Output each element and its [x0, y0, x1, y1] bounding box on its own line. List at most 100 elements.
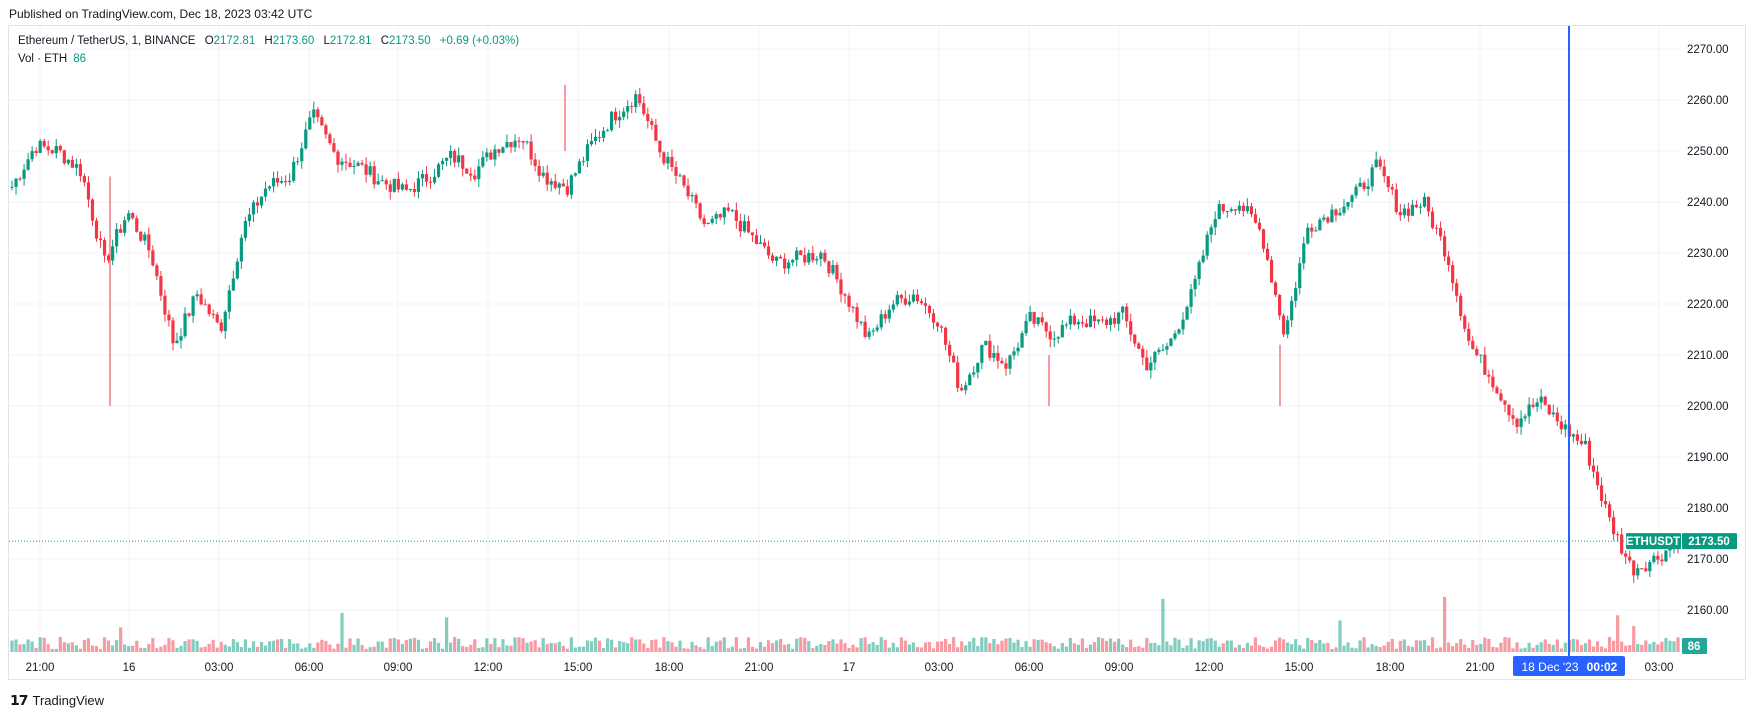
- volume-bar: [1374, 645, 1378, 652]
- volume-bar: [207, 643, 211, 652]
- candle-body: [1253, 214, 1258, 223]
- candle-body: [1004, 363, 1008, 369]
- candle-body: [835, 265, 839, 280]
- candle-body: [1551, 412, 1555, 415]
- volume-bar: [1326, 642, 1330, 652]
- candle-body: [1595, 471, 1600, 486]
- volume-bar: [34, 647, 38, 652]
- candle-body: [1060, 324, 1064, 338]
- volume-bar: [171, 640, 175, 652]
- volume-bar: [1193, 648, 1197, 652]
- volume-bar: [271, 640, 276, 652]
- volume-bar: [1261, 646, 1266, 652]
- volume-bar: [847, 647, 851, 652]
- candle-body: [770, 255, 775, 261]
- candle-body: [155, 265, 159, 277]
- candle-body: [275, 178, 280, 183]
- volume-bar: [541, 638, 545, 652]
- candle-body: [151, 250, 155, 266]
- close-value: C2173.50: [380, 35, 431, 47]
- candle-body: [553, 181, 557, 188]
- volume-bar: [1660, 641, 1664, 652]
- crosshair-date: 18 Dec '23: [1522, 660, 1579, 674]
- candle-body: [1217, 204, 1221, 219]
- candle-body: [871, 330, 875, 332]
- candle-body: [1310, 227, 1314, 232]
- time-tick-label: 21:00: [1466, 662, 1495, 674]
- candle-body: [1455, 283, 1459, 296]
- candle-body: [147, 234, 151, 251]
- volume-bar: [1137, 646, 1141, 652]
- volume-bar: [553, 643, 557, 652]
- volume-bar: [1575, 639, 1579, 652]
- volume-bar: [1100, 638, 1105, 652]
- volume-bar: [1133, 647, 1137, 652]
- volume-bar: [915, 647, 920, 652]
- time-tick-label: 12:00: [1195, 662, 1224, 674]
- candle-body: [1668, 548, 1672, 551]
- volume-bar: [835, 643, 839, 652]
- candle-body: [517, 140, 521, 142]
- candle-body: [996, 353, 1000, 361]
- volume-bar: [428, 641, 433, 652]
- candle-body: [746, 221, 751, 233]
- candle-body: [1068, 315, 1072, 325]
- candle-body: [296, 161, 300, 163]
- candle-body: [1177, 329, 1181, 334]
- volume-bar: [964, 645, 968, 652]
- candle-body: [1503, 400, 1507, 405]
- candle-body: [1145, 357, 1149, 371]
- candle-body: [513, 140, 517, 148]
- price-tag-value: 2173.50: [1688, 536, 1730, 548]
- candle-body: [1648, 562, 1652, 572]
- candle-body: [1088, 315, 1093, 328]
- candle-body: [10, 186, 14, 188]
- candle-body: [231, 278, 235, 291]
- volume-bar: [658, 647, 662, 652]
- candle-body: [819, 252, 823, 260]
- volume-bar: [650, 640, 654, 652]
- candle-body: [473, 175, 477, 180]
- candle-body: [316, 109, 320, 118]
- volume-bar: [231, 639, 235, 652]
- candle-body: [384, 180, 388, 185]
- volume-bar: [795, 638, 799, 652]
- candle-body: [62, 150, 66, 164]
- volume-bar: [931, 648, 936, 652]
- candle-body: [1563, 424, 1567, 430]
- time-tick-label: 15:00: [1285, 662, 1314, 674]
- volume-bar: [557, 641, 561, 652]
- time-tick-label: 09:00: [1105, 662, 1134, 674]
- candle-body: [694, 195, 698, 204]
- footer-brand[interactable]: 𝟭𝟳 TradingView: [10, 692, 104, 709]
- volume-bar: [453, 637, 457, 652]
- volume-bar: [420, 648, 425, 652]
- candle-body: [408, 188, 412, 190]
- candle-body: [143, 234, 147, 241]
- volume-bar: [1028, 646, 1032, 652]
- candle-body: [1016, 347, 1020, 352]
- volume-bar: [525, 642, 529, 652]
- volume-bar: [754, 648, 759, 652]
- candle-body: [605, 130, 610, 132]
- volume-bar: [1386, 641, 1390, 652]
- candle-body: [312, 109, 316, 118]
- volume-bar: [819, 644, 823, 652]
- volume-bar: [1052, 646, 1056, 652]
- candle-body: [1374, 159, 1378, 168]
- volume-bar: [368, 647, 372, 652]
- candle-body: [404, 184, 408, 190]
- candle-body: [215, 314, 219, 323]
- candle-body: [1571, 434, 1575, 437]
- price-tick-label: 2170.00: [1687, 554, 1729, 566]
- candle-body: [1096, 319, 1101, 322]
- candle-body: [159, 276, 163, 296]
- symbol-title[interactable]: Ethereum / TetherUS, 1, BINANCE: [18, 35, 196, 47]
- volume-bar: [1032, 639, 1036, 652]
- volume-bar: [1599, 646, 1604, 652]
- volume-bar: [1076, 644, 1081, 652]
- candle-body: [1652, 555, 1656, 563]
- candle-body: [1290, 300, 1294, 321]
- volume-bar: [324, 640, 328, 652]
